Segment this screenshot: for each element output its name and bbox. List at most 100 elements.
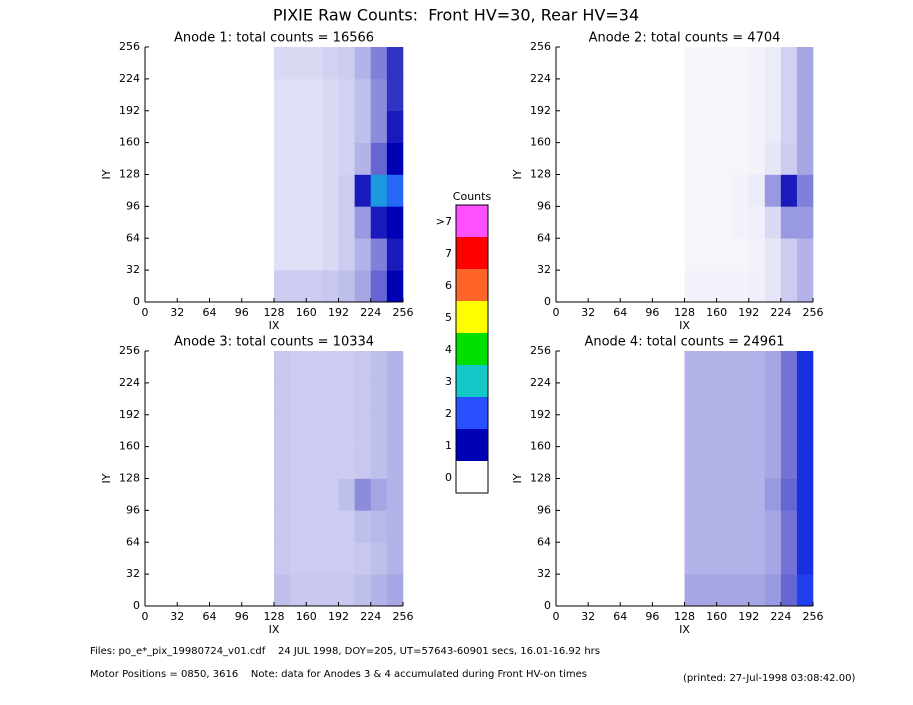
x-tick-label: 32 <box>170 610 184 623</box>
heatmap-cell <box>748 78 766 112</box>
colorbar-label: 5 <box>445 311 452 324</box>
heatmap-cell <box>684 446 701 479</box>
heatmap-cell <box>796 510 814 543</box>
heatmap-cell <box>322 351 339 384</box>
heatmap-cell <box>338 414 355 447</box>
heatmap-cell <box>370 206 388 239</box>
heatmap-cell <box>338 574 355 607</box>
heatmap-cell <box>716 574 733 607</box>
panel-title: Anode 1: total counts = 16566 <box>174 31 374 46</box>
heatmap-cell <box>290 478 307 511</box>
heatmap-cell <box>780 142 798 175</box>
heatmap-cell <box>386 238 404 271</box>
x-tick-label: 0 <box>553 610 560 623</box>
heatmap-cell <box>290 510 307 543</box>
x-tick-label: 256 <box>803 306 824 319</box>
y-axis-label: IY <box>511 169 524 179</box>
heatmap-cell <box>700 47 717 80</box>
heatmap-cell <box>748 414 766 447</box>
heatmap-cell <box>306 542 323 575</box>
heatmap-cell <box>796 574 814 607</box>
heatmap-cell <box>748 574 766 607</box>
heatmap-cell <box>748 446 766 479</box>
heatmap-cell <box>306 47 323 80</box>
colorbar-cell <box>456 397 488 429</box>
y-tick-label: 128 <box>530 168 551 181</box>
heatmap-cell <box>370 78 388 112</box>
colorbar-label: 3 <box>445 375 452 388</box>
heatmap-cell <box>732 270 750 303</box>
y-tick-label: 0 <box>544 295 551 308</box>
heatmap-cell <box>338 542 355 575</box>
heatmap-cell <box>274 414 291 447</box>
x-tick-label: 128 <box>264 306 285 319</box>
heatmap-cell <box>684 478 701 511</box>
heatmap-cell <box>290 47 307 80</box>
heatmap-cell <box>322 574 339 607</box>
heatmap-cell <box>306 142 323 175</box>
heatmap-cell <box>780 510 798 543</box>
heatmap-cell <box>322 478 339 511</box>
heatmap-cell <box>700 206 717 239</box>
colorbar-label: 6 <box>445 279 452 292</box>
heatmap-cell <box>716 47 733 80</box>
heatmap-cell <box>338 110 355 143</box>
heatmap-cell <box>338 478 355 511</box>
heatmap-cell <box>764 574 782 607</box>
heatmap-cell <box>386 206 404 239</box>
y-tick-label: 0 <box>133 295 140 308</box>
heatmap-cell <box>370 238 388 271</box>
heatmap-cell <box>716 478 733 511</box>
heatmap-cell <box>274 446 291 479</box>
heatmap-cell <box>386 478 404 511</box>
heatmap-cell <box>684 78 701 112</box>
y-axis-label: IY <box>511 473 524 483</box>
y-tick-label: 64 <box>537 535 551 548</box>
x-axis-label: IX <box>679 623 690 636</box>
heatmap-cell <box>796 414 814 447</box>
heatmap-cell <box>290 574 307 607</box>
colorbar-title: Counts <box>453 190 492 203</box>
heatmap-cell <box>338 382 355 416</box>
heatmap-cell <box>732 510 750 543</box>
heatmap-cell <box>386 542 404 575</box>
heatmap-cell <box>386 142 404 175</box>
x-tick-label: 96 <box>645 610 659 623</box>
x-tick-label: 192 <box>328 610 349 623</box>
heatmap-cell <box>370 510 388 543</box>
heatmap-cell <box>274 142 291 175</box>
heatmap-cell <box>354 446 372 479</box>
heatmap-cell <box>354 414 372 447</box>
heatmap-cell <box>780 206 798 239</box>
heatmap-cell <box>290 78 307 112</box>
heatmap-cell <box>732 47 750 80</box>
x-tick-label: 32 <box>170 306 184 319</box>
panel-title: Anode 2: total counts = 4704 <box>589 31 781 46</box>
heatmap-cell <box>684 238 701 271</box>
heatmap-cell <box>700 142 717 175</box>
y-tick-label: 128 <box>530 472 551 485</box>
heatmap-cell <box>780 446 798 479</box>
heatmap-cell <box>764 351 782 384</box>
heatmap-cell <box>716 174 733 207</box>
heatmap-cell <box>370 414 388 447</box>
heatmap-cell <box>764 382 782 416</box>
heatmap-cell <box>290 238 307 271</box>
heatmap-cell <box>732 382 750 416</box>
heatmap-cell <box>386 174 404 207</box>
heatmap-cell <box>780 542 798 575</box>
heatmap-cell <box>716 510 733 543</box>
heatmap-cell <box>796 174 814 207</box>
x-tick-label: 32 <box>581 610 595 623</box>
heatmap-cell <box>354 142 372 175</box>
heatmap-cell <box>748 542 766 575</box>
y-tick-label: 128 <box>119 472 140 485</box>
heatmap-cell <box>322 174 339 207</box>
y-tick-label: 224 <box>119 72 140 85</box>
heatmap-cell <box>274 78 291 112</box>
heatmap-cell <box>796 351 814 384</box>
heatmap-cell <box>764 510 782 543</box>
x-tick-label: 256 <box>803 610 824 623</box>
heatmap-cell <box>764 414 782 447</box>
heatmap-cell <box>306 414 323 447</box>
